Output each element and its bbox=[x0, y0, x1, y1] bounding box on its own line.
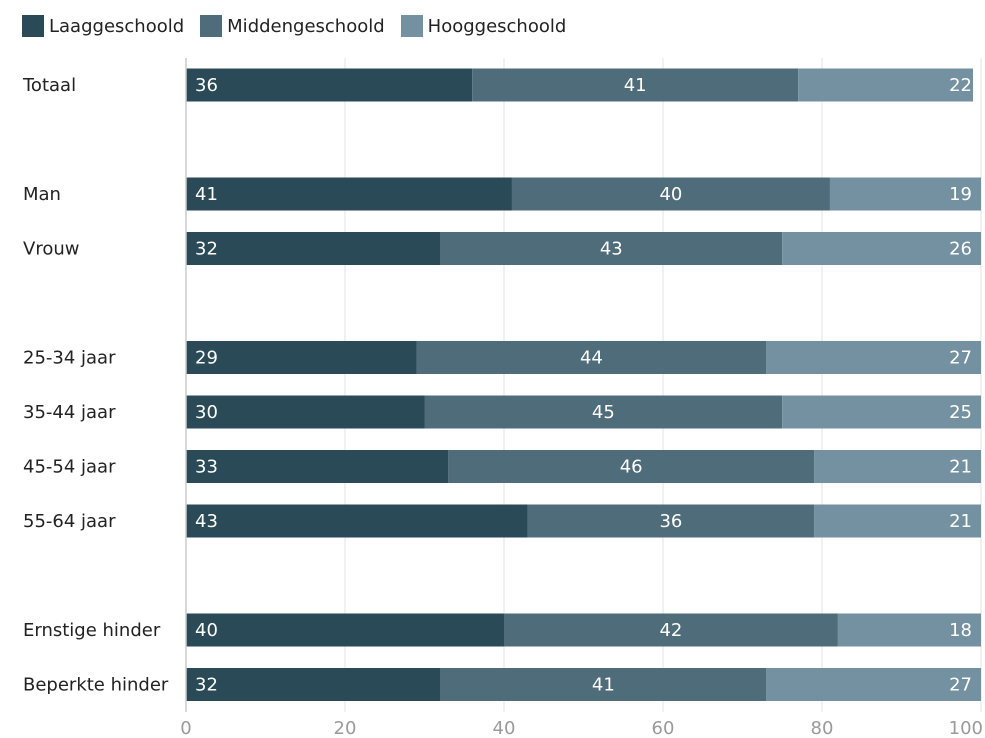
bar-segment-laaggeschoold bbox=[186, 68, 473, 102]
data-label: 19 bbox=[949, 184, 972, 205]
data-label: 21 bbox=[949, 511, 972, 532]
data-label: 44 bbox=[580, 348, 603, 369]
bar-segment-laaggeschoold bbox=[186, 232, 441, 265]
category-label: Vrouw bbox=[23, 239, 79, 260]
data-label: 41 bbox=[195, 184, 218, 205]
data-label: 26 bbox=[949, 239, 972, 260]
bar-segment-hooggeschoold bbox=[814, 504, 981, 538]
bar-segment-hooggeschoold bbox=[829, 177, 981, 211]
bar-segment-hooggeschoold bbox=[782, 395, 981, 429]
data-label: 21 bbox=[949, 457, 972, 478]
bar-segment-laaggeschoold bbox=[186, 395, 425, 429]
data-label: 22 bbox=[949, 75, 972, 96]
bar-segment-middengeschoold bbox=[527, 504, 815, 538]
bar-segment-middengeschoold bbox=[504, 613, 838, 647]
bar-segment-hooggeschoold bbox=[782, 232, 981, 265]
legend-swatch-middengeschoold bbox=[200, 15, 223, 37]
bar-segment-middengeschoold bbox=[416, 341, 767, 374]
bar-segment-middengeschoold bbox=[440, 232, 783, 265]
data-label: 27 bbox=[949, 348, 972, 369]
data-label: 45 bbox=[592, 402, 615, 423]
legend-item-hooggeschoold[interactable]: Hooggeschoold bbox=[400, 15, 567, 37]
data-label: 33 bbox=[195, 457, 218, 478]
x-tick-label: 100 bbox=[949, 718, 983, 738]
category-label: 25-34 jaar bbox=[23, 348, 116, 369]
legend-label-middengeschoold: Middengeschoold bbox=[227, 15, 385, 37]
bar-segment-laaggeschoold bbox=[186, 504, 528, 538]
data-label: 41 bbox=[592, 675, 615, 696]
legend: Laaggeschoold Middengeschoold Hooggescho… bbox=[22, 15, 582, 37]
legend-item-middengeschoold[interactable]: Middengeschoold bbox=[200, 15, 385, 37]
data-label: 42 bbox=[659, 620, 682, 641]
data-label: 43 bbox=[600, 239, 623, 260]
bar-segment-middengeschoold bbox=[511, 177, 830, 211]
bar-segment-laaggeschoold bbox=[186, 668, 441, 701]
legend-item-laaggeschoold[interactable]: Laaggeschoold bbox=[22, 15, 184, 37]
category-label: Ernstige hinder bbox=[23, 620, 161, 641]
bar-segment-middengeschoold bbox=[472, 68, 799, 102]
legend-label-hooggeschoold: Hooggeschoold bbox=[427, 15, 567, 37]
bar-segment-middengeschoold bbox=[448, 450, 815, 483]
data-label: 36 bbox=[659, 511, 682, 532]
category-label: Totaal bbox=[22, 75, 76, 96]
category-label: Beperkte hinder bbox=[23, 675, 169, 696]
x-tick-label: 40 bbox=[493, 718, 516, 738]
data-label: 32 bbox=[195, 675, 218, 696]
bar-segment-laaggeschoold bbox=[186, 613, 504, 647]
bar-segment-hooggeschoold bbox=[837, 613, 981, 647]
data-label: 29 bbox=[195, 348, 218, 369]
data-label: 25 bbox=[949, 402, 972, 423]
data-label: 36 bbox=[195, 75, 218, 96]
data-label: 32 bbox=[195, 239, 218, 260]
bar-segment-middengeschoold bbox=[424, 395, 783, 429]
bar-segment-hooggeschoold bbox=[766, 341, 981, 374]
bar-segment-laaggeschoold bbox=[186, 341, 417, 374]
data-label: 18 bbox=[949, 620, 972, 641]
category-label: 55-64 jaar bbox=[23, 511, 116, 532]
data-label: 41 bbox=[624, 75, 647, 96]
category-label: 45-54 jaar bbox=[23, 457, 116, 478]
legend-label-laaggeschoold: Laaggeschoold bbox=[49, 15, 185, 37]
data-label: 27 bbox=[949, 675, 972, 696]
bar-segment-hooggeschoold bbox=[798, 68, 974, 102]
x-tick-label: 80 bbox=[811, 718, 834, 738]
data-label: 40 bbox=[195, 620, 218, 641]
legend-swatch-hooggeschoold bbox=[400, 15, 423, 37]
bar-segment-laaggeschoold bbox=[186, 177, 512, 211]
x-tick-label: 60 bbox=[652, 718, 675, 738]
category-label: 35-44 jaar bbox=[23, 402, 116, 423]
data-label: 43 bbox=[195, 511, 218, 532]
data-label: 40 bbox=[659, 184, 682, 205]
bar-segment-hooggeschoold bbox=[814, 450, 981, 483]
category-label: Man bbox=[23, 184, 61, 205]
bar-segment-hooggeschoold bbox=[766, 668, 981, 701]
bar-segment-middengeschoold bbox=[440, 668, 767, 701]
data-label: 30 bbox=[195, 402, 218, 423]
bar-segment-laaggeschoold bbox=[186, 450, 449, 483]
x-tick-label: 0 bbox=[180, 718, 191, 738]
x-tick-label: 20 bbox=[334, 718, 357, 738]
legend-swatch-laaggeschoold bbox=[22, 15, 44, 37]
data-label: 46 bbox=[620, 457, 643, 478]
